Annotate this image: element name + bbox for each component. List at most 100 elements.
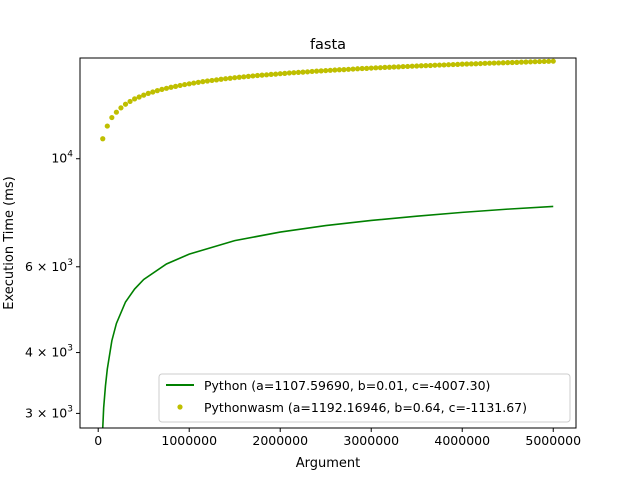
x-tick-label: 1000000 xyxy=(161,433,217,448)
data-point-pythonwasm xyxy=(332,67,338,73)
data-point-pythonwasm xyxy=(263,72,270,78)
data-point-pythonwasm xyxy=(418,63,424,69)
legend-label-python: Python (a=1107.59690, b=0.01, c=-4007.30… xyxy=(204,378,490,393)
data-point-pythonwasm xyxy=(141,92,147,98)
data-point-pythonwasm xyxy=(314,68,320,74)
data-point-pythonwasm xyxy=(236,74,242,80)
data-point-pythonwasm xyxy=(250,73,256,79)
data-point-pythonwasm xyxy=(500,60,506,66)
data-point-pythonwasm xyxy=(336,67,342,73)
data-point-pythonwasm xyxy=(546,58,552,64)
data-point-pythonwasm xyxy=(359,65,365,72)
data-point-pythonwasm xyxy=(414,63,420,69)
data-point-pythonwasm xyxy=(382,64,388,70)
data-point-pythonwasm xyxy=(400,63,406,70)
y-tick-label: 6 × 103 xyxy=(25,258,73,274)
data-point-pythonwasm xyxy=(450,61,456,68)
data-point-pythonwasm xyxy=(132,96,138,102)
data-point-pythonwasm xyxy=(163,85,170,91)
data-point-pythonwasm xyxy=(523,59,529,65)
data-point-pythonwasm xyxy=(150,89,156,95)
data-point-pythonwasm xyxy=(195,79,201,85)
data-point-pythonwasm xyxy=(409,63,415,69)
data-point-pythonwasm xyxy=(491,60,497,66)
series-points-pythonwasm xyxy=(100,58,556,142)
data-point-pythonwasm xyxy=(482,60,488,66)
data-point-pythonwasm xyxy=(468,61,474,67)
legend-box xyxy=(158,373,571,423)
y-axis: 3 × 103 4 × 103 6 × 103 104 xyxy=(25,150,80,420)
data-point-pythonwasm xyxy=(259,72,265,78)
data-point-pythonwasm xyxy=(273,71,279,77)
data-point-pythonwasm xyxy=(509,59,515,66)
data-point-pythonwasm xyxy=(113,109,119,115)
data-point-pythonwasm xyxy=(518,59,524,65)
data-point-pythonwasm xyxy=(532,59,538,65)
data-point-pythonwasm xyxy=(373,65,379,71)
data-point-pythonwasm xyxy=(213,77,220,83)
data-point-pythonwasm xyxy=(154,88,160,94)
x-tick-label: 4000000 xyxy=(434,433,490,448)
x-tick-label: 3000000 xyxy=(343,433,399,448)
data-point-pythonwasm xyxy=(268,71,274,77)
x-axis-label: Argument xyxy=(296,456,361,471)
data-point-pythonwasm xyxy=(286,70,292,76)
x-tick-label: 0 xyxy=(94,433,102,448)
x-tick-label: 5000000 xyxy=(525,433,581,448)
data-point-pythonwasm xyxy=(436,62,443,68)
data-point-pythonwasm xyxy=(182,81,188,88)
data-point-pythonwasm xyxy=(496,60,502,66)
data-point-pythonwasm xyxy=(209,77,215,84)
x-tick-label: 2000000 xyxy=(252,433,308,448)
data-point-pythonwasm xyxy=(254,72,261,79)
data-point-pythonwasm xyxy=(377,65,383,71)
data-point-pythonwasm xyxy=(473,61,479,67)
data-point-pythonwasm xyxy=(391,64,397,70)
data-point-pythonwasm xyxy=(423,63,429,69)
y-axis-label: Execution Time (ms) xyxy=(2,176,17,309)
x-axis: 0 1000000 2000000 3000000 4000000 5000000 xyxy=(94,428,581,448)
data-point-pythonwasm xyxy=(145,90,151,96)
data-point-pythonwasm xyxy=(223,76,229,82)
data-point-pythonwasm xyxy=(300,69,306,75)
data-point-pythonwasm xyxy=(354,66,361,72)
legend: Python (a=1107.59690, b=0.01, c=-4007.30… xyxy=(158,373,571,423)
data-point-pythonwasm xyxy=(514,59,520,65)
data-point-pythonwasm xyxy=(191,80,197,86)
data-point-pythonwasm xyxy=(327,67,333,73)
plot-frame xyxy=(79,57,577,429)
data-point-pythonwasm xyxy=(345,66,352,72)
data-point-pythonwasm xyxy=(395,64,402,70)
data-point-pythonwasm xyxy=(295,69,302,76)
data-point-pythonwasm xyxy=(168,84,174,90)
data-point-pythonwasm xyxy=(323,67,329,74)
data-point-pythonwasm xyxy=(464,61,470,67)
data-point-pythonwasm xyxy=(204,78,211,84)
data-point-pythonwasm xyxy=(104,123,110,129)
data-point-pythonwasm xyxy=(341,67,347,73)
data-point-pythonwasm xyxy=(309,68,315,75)
data-point-pythonwasm xyxy=(109,114,115,121)
data-point-pythonwasm xyxy=(186,81,192,87)
data-point-pythonwasm xyxy=(477,60,484,67)
data-point-pythonwasm xyxy=(455,61,461,67)
data-point-pythonwasm xyxy=(122,101,129,107)
data-point-pythonwasm xyxy=(445,62,452,68)
data-point-pythonwasm xyxy=(368,65,374,71)
data-point-pythonwasm xyxy=(200,79,206,85)
data-point-pythonwasm xyxy=(232,75,238,81)
data-point-pythonwasm xyxy=(100,136,106,142)
data-point-pythonwasm xyxy=(159,86,165,92)
data-point-pythonwasm xyxy=(486,60,493,66)
data-point-pythonwasm xyxy=(177,82,183,89)
data-point-pythonwasm xyxy=(364,65,370,71)
legend-swatch-pythonwasm xyxy=(177,404,183,410)
data-point-pythonwasm xyxy=(304,69,311,75)
chart-title: fasta xyxy=(310,37,346,53)
y-tick-label: 104 xyxy=(51,150,73,166)
data-point-pythonwasm xyxy=(350,66,356,72)
data-point-pythonwasm xyxy=(291,70,297,76)
data-point-pythonwasm xyxy=(541,58,547,65)
data-point-pythonwasm xyxy=(527,59,534,65)
